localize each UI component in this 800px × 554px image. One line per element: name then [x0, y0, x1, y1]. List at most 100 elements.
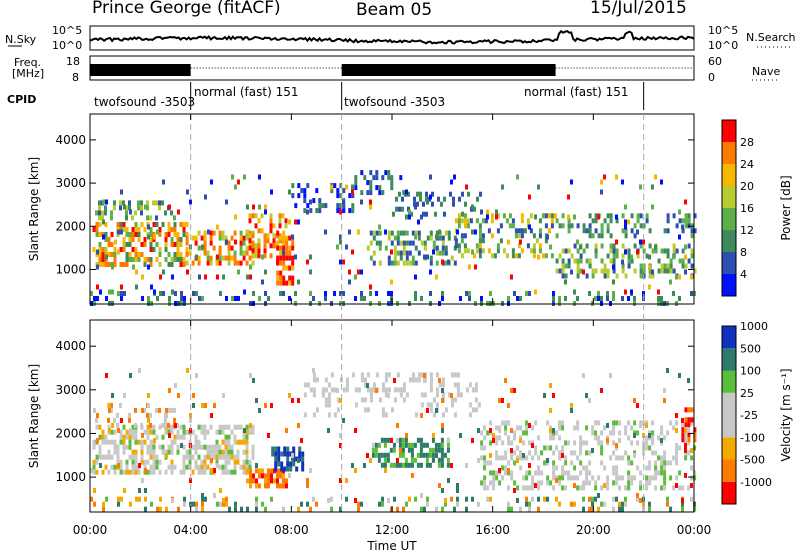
heatmap-cell [276, 240, 280, 246]
heatmap-cell [239, 240, 243, 246]
heatmap-cell [618, 420, 622, 426]
velocity-colorbar-tick-label: 500 [740, 342, 761, 355]
heatmap-cell [185, 449, 189, 455]
heatmap-cell [149, 227, 153, 232]
heatmap-cell [315, 501, 318, 507]
heatmap-cell [170, 262, 174, 267]
heatmap-cell [615, 214, 618, 220]
heatmap-cell [663, 248, 667, 254]
heatmap-cell [495, 470, 499, 476]
heatmap-cell [489, 428, 492, 433]
heatmap-cell [224, 454, 228, 460]
heatmap-cell [591, 430, 595, 436]
heatmap-cell [431, 201, 434, 207]
heatmap-cell [248, 464, 252, 470]
heatmap-cell [588, 496, 591, 502]
heatmap-cell [246, 478, 249, 484]
heatmap-cell [366, 453, 369, 458]
heatmap-cell [269, 213, 273, 219]
y-tick-label: 2000 [55, 426, 86, 440]
heatmap-cell [224, 449, 228, 455]
heatmap-cell [639, 243, 643, 249]
heatmap-cell [384, 387, 388, 393]
heatmap-cell [230, 454, 234, 460]
heatmap-cell [245, 424, 249, 430]
heatmap-cell [621, 268, 625, 274]
heatmap-cell [203, 464, 207, 470]
heatmap-cell [204, 274, 207, 280]
heatmap-cell [348, 269, 351, 275]
heatmap-cell [570, 501, 573, 507]
heatmap-cell [158, 444, 162, 450]
heatmap-cell [215, 459, 219, 465]
heatmap-cell [537, 184, 540, 190]
heatmap-cell [120, 284, 123, 290]
heatmap-cell [197, 245, 201, 251]
heatmap-cell [627, 475, 631, 481]
heatmap-cell [408, 209, 411, 215]
heatmap-cell [573, 425, 577, 431]
heatmap-cell [204, 194, 207, 200]
heatmap-cell [615, 443, 618, 448]
heatmap-cell [603, 273, 607, 279]
heatmap-cell [254, 248, 258, 254]
heatmap-cell [582, 496, 585, 502]
heatmap-cell [146, 412, 149, 418]
heatmap-cell [255, 501, 258, 507]
heatmap-cell [200, 444, 204, 450]
heatmap-cell [588, 223, 592, 229]
heatmap-cell [600, 268, 604, 274]
heatmap-cell [92, 459, 96, 465]
heatmap-cell [585, 425, 589, 431]
heatmap-cell [141, 433, 144, 438]
heatmap-cell [517, 228, 521, 234]
heatmap-cell [546, 496, 549, 502]
heatmap-cell [612, 465, 616, 471]
heatmap-cell [624, 289, 627, 295]
heatmap-cell [375, 230, 379, 236]
heatmap-cell [576, 485, 580, 491]
heatmap-cell [672, 213, 676, 219]
heatmap-cell [120, 496, 123, 502]
heatmap-cell [639, 420, 643, 426]
heatmap-cell [267, 483, 270, 489]
heatmap-cell [134, 257, 138, 262]
heatmap-cell [263, 238, 267, 244]
heatmap-cell [402, 245, 406, 251]
heatmap-cell [576, 239, 579, 245]
heatmap-cell [435, 387, 439, 393]
heatmap-cell [447, 438, 450, 443]
heatmap-cell [386, 457, 390, 463]
heatmap-cell [140, 444, 144, 450]
heatmap-cell [171, 274, 174, 280]
heatmap-cell [369, 204, 372, 210]
heatmap-cell [654, 248, 658, 254]
heatmap-cell [285, 250, 289, 256]
heatmap-cell [564, 273, 568, 279]
heatmap-cell [483, 485, 487, 491]
heatmap-cell [645, 420, 649, 426]
heatmap-cell [173, 439, 177, 445]
heatmap-cell [660, 263, 664, 269]
heatmap-cell [690, 248, 694, 254]
heatmap-cell [339, 239, 342, 245]
heatmap-cell [197, 464, 201, 470]
heatmap-cell [297, 219, 300, 225]
heatmap-cell [339, 398, 342, 403]
heatmap-cell [147, 296, 150, 301]
heatmap-cell [278, 213, 282, 219]
heatmap-cell [210, 413, 213, 418]
heatmap-cell [194, 464, 198, 470]
heatmap-cell [192, 393, 195, 398]
heatmap-cell [188, 454, 192, 460]
heatmap-cell [693, 470, 697, 476]
heatmap-cell [280, 461, 284, 467]
heatmap-cell [582, 248, 586, 254]
heatmap-cell [594, 228, 598, 234]
heatmap-cell [558, 223, 562, 229]
heatmap-cell [573, 475, 577, 481]
heatmap-cell [110, 402, 113, 408]
power-colorbar-swatch [722, 120, 736, 142]
heatmap-cell [450, 397, 454, 403]
heatmap-cell [215, 454, 219, 460]
